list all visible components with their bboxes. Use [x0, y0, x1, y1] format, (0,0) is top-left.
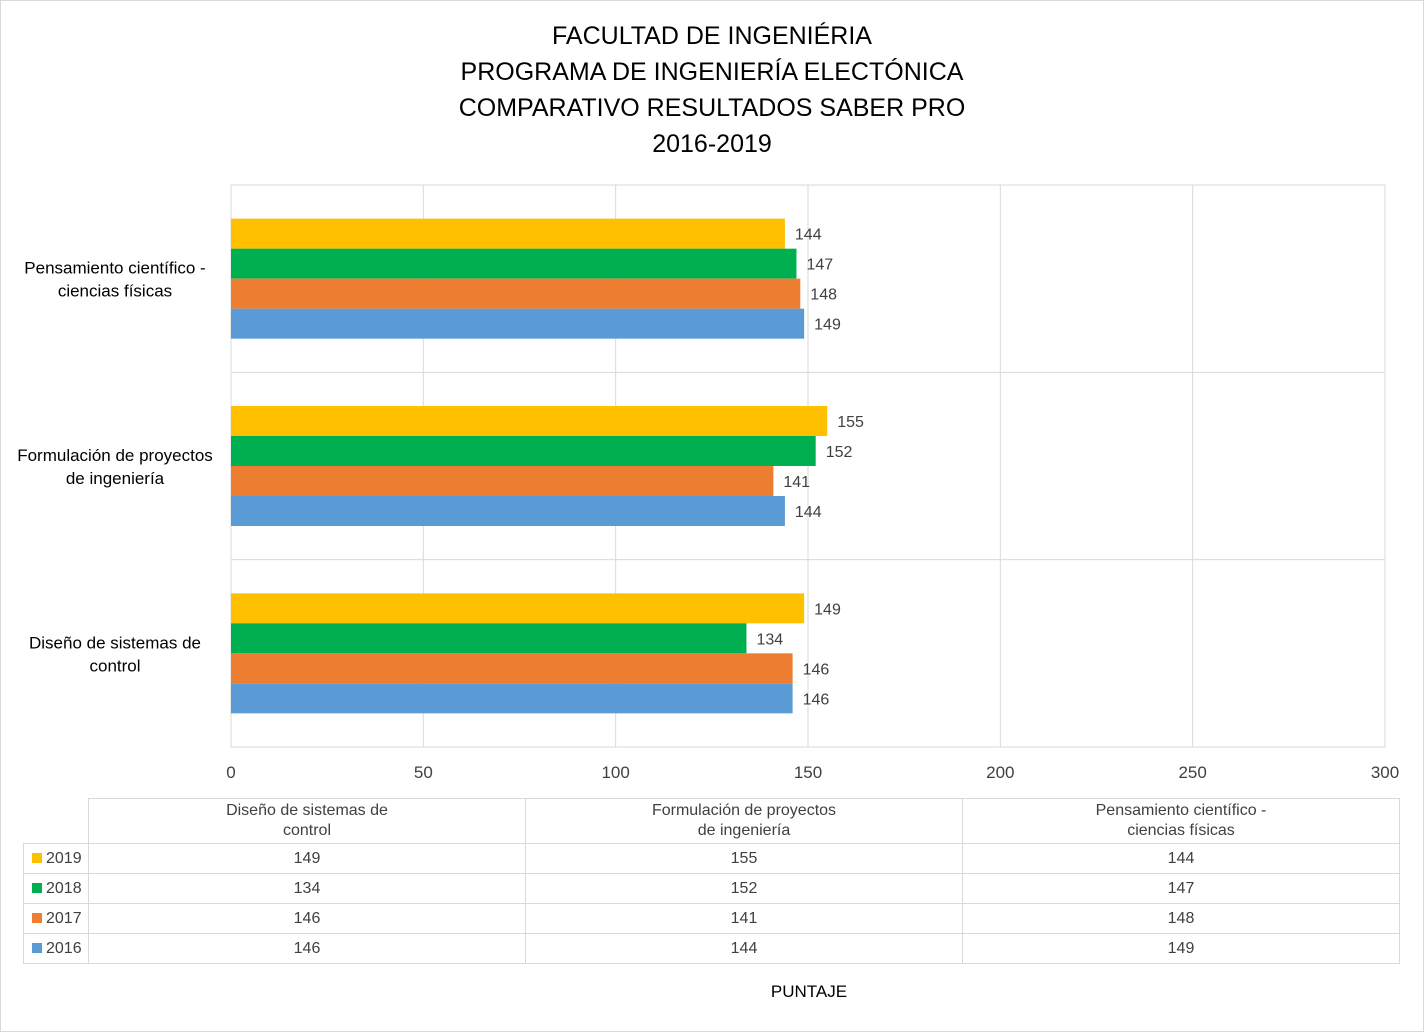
- legend-label: 2017: [46, 909, 82, 927]
- data-table-cell: 134: [88, 873, 526, 904]
- data-table-header-cell: Formulación de proyectos de ingeniería: [525, 798, 963, 844]
- data-table-row: 2016 146 144 149: [23, 933, 1400, 964]
- chart-title: FACULTAD DE INGENIÉRIA PROGRAMA DE INGEN…: [0, 18, 1424, 162]
- data-table: Diseño de sistemas de control Formulació…: [23, 798, 1400, 964]
- legend-label: 2019: [46, 849, 82, 867]
- data-table-cell: 155: [525, 843, 963, 874]
- legend-label: 2018: [46, 879, 82, 897]
- bar: [231, 406, 828, 436]
- title-line-2: PROGRAMA DE INGENIERÍA ELECTÓNICA: [460, 58, 964, 86]
- data-label: 144: [795, 504, 822, 521]
- data-table-header-cell: Diseño de sistemas de control: [88, 798, 526, 844]
- bar: [231, 278, 801, 309]
- legend-label: 2016: [46, 939, 82, 957]
- data-table-cell: 152: [525, 873, 963, 904]
- data-table-cell: 144: [525, 933, 963, 964]
- x-tick-label: 300: [1371, 763, 1399, 782]
- legend-entry: 2019: [23, 843, 89, 874]
- data-table-cell: 146: [88, 903, 526, 934]
- data-label: 149: [814, 601, 841, 618]
- data-table-header-cell: Pensamiento científico - ciencias física…: [962, 798, 1400, 844]
- data-table-row: 2017 146 141 148: [23, 903, 1400, 934]
- data-table-cell: 149: [962, 933, 1400, 964]
- legend-swatch: [32, 912, 42, 923]
- legend-entry: 2018: [23, 873, 89, 904]
- category-label: Diseño de sistemas de: [29, 633, 201, 652]
- legend-entry: 2017: [23, 903, 89, 934]
- x-tick-label: 100: [601, 763, 629, 782]
- category-label: Pensamiento científico -: [24, 259, 205, 278]
- data-table-cell: 148: [962, 903, 1400, 934]
- data-label: 149: [814, 317, 841, 334]
- bar: [231, 593, 805, 624]
- data-label: 134: [756, 631, 783, 648]
- legend-swatch: [32, 852, 42, 863]
- data-table-header-text: Diseño de sistemas de control: [226, 802, 388, 839]
- data-label: 146: [803, 661, 830, 678]
- data-table-cell: 144: [962, 843, 1400, 874]
- x-axis-title: PUNTAJE: [770, 982, 848, 1001]
- bar: [231, 218, 785, 249]
- data-label: 146: [803, 691, 830, 708]
- category-label: ciencias físicas: [58, 282, 172, 301]
- data-table-row: 2019 149 155 144: [23, 843, 1400, 874]
- data-table-header-text: Pensamiento científico - ciencias física…: [1095, 802, 1267, 839]
- x-tick-label: 250: [1178, 763, 1206, 782]
- data-table-row: 2018 134 152 147: [23, 873, 1400, 904]
- data-label: 148: [810, 287, 837, 304]
- data-label: 144: [795, 227, 822, 244]
- data-table-header: Diseño de sistemas de control Formulació…: [23, 798, 1400, 844]
- bar: [231, 248, 797, 279]
- data-table-header-text: Formulación de proyectos de ingeniería: [651, 802, 837, 839]
- x-tick-label: 0: [226, 763, 235, 782]
- bar: [231, 653, 793, 684]
- legend-swatch: [32, 882, 42, 893]
- bar: [231, 623, 747, 654]
- category-label: de ingeniería: [66, 469, 165, 488]
- bar-chart: 0 50 100 150 200 250 300 149 134 146 146 Diseño de …: [17, 184, 1399, 782]
- title-line-3: COMPARATIVO RESULTADOS SABER PRO: [458, 94, 966, 122]
- data-table-cell: 141: [525, 903, 963, 934]
- data-table-cell: 147: [962, 873, 1400, 904]
- x-tick-label: 50: [414, 763, 433, 782]
- bar: [231, 496, 785, 526]
- x-tick-label: 200: [986, 763, 1014, 782]
- bar: [231, 436, 816, 466]
- title-line-1: FACULTAD DE INGENIÉRIA: [552, 22, 872, 50]
- bar: [231, 466, 774, 496]
- data-table-cell: 146: [88, 933, 526, 964]
- bar: [231, 683, 793, 714]
- category-label: control: [89, 656, 140, 675]
- data-label: 152: [826, 444, 853, 461]
- title-line-4: 2016-2019: [652, 130, 772, 158]
- legend-swatch: [32, 942, 42, 953]
- data-table-cell: 149: [88, 843, 526, 874]
- x-tick-label: 150: [794, 763, 822, 782]
- data-table-corner: [23, 798, 89, 844]
- legend-entry: 2016: [23, 933, 89, 964]
- data-label: 147: [806, 257, 833, 274]
- bar: [231, 308, 805, 339]
- data-label: 155: [837, 414, 864, 431]
- data-label: 141: [783, 474, 810, 491]
- category-label: Formulación de proyectos: [17, 446, 213, 465]
